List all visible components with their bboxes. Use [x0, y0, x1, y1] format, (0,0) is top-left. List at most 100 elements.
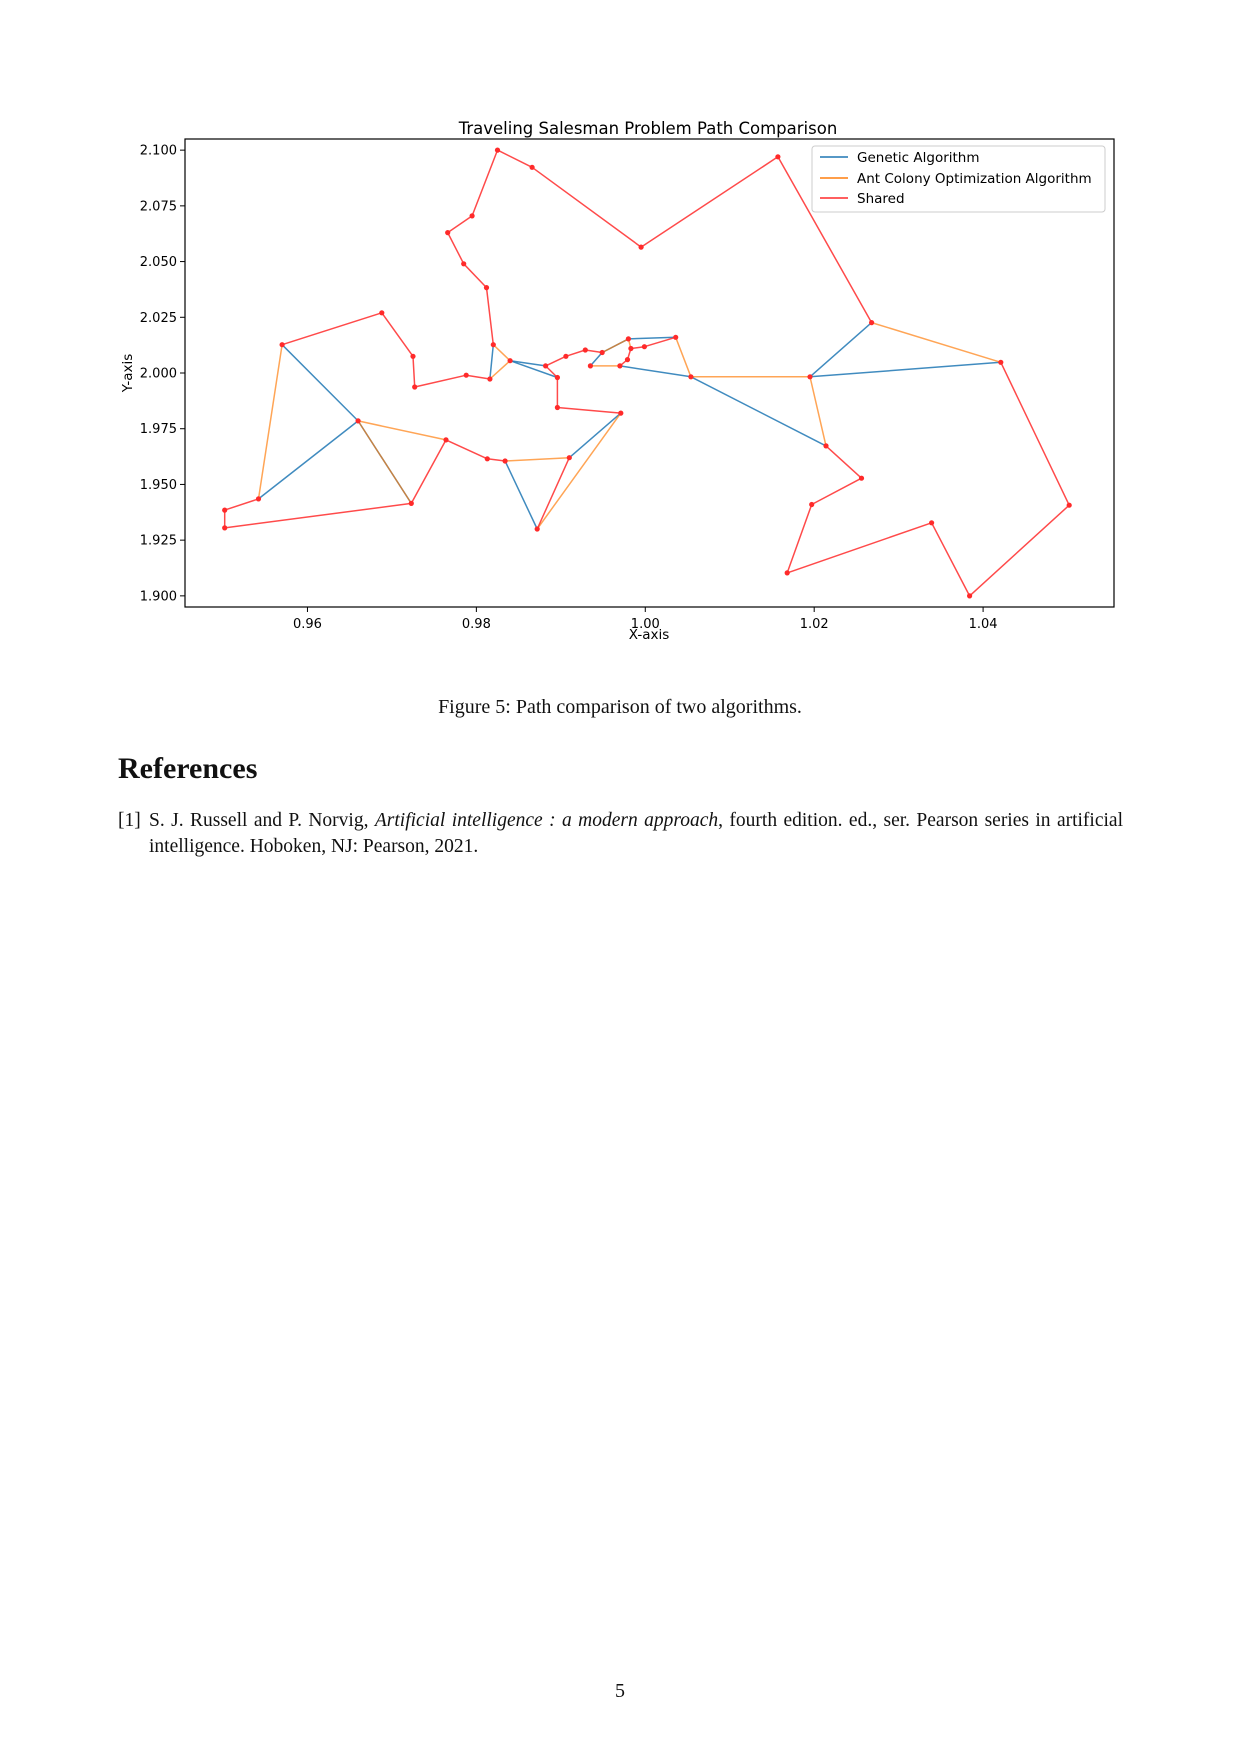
genetic-algorithm-segment — [489, 343, 495, 380]
city-point — [617, 363, 623, 369]
shared-segment — [485, 286, 495, 346]
city-point — [490, 342, 496, 348]
aco-algorithm-segment — [870, 321, 1002, 364]
city-point — [554, 404, 561, 411]
city-point — [483, 285, 490, 291]
city-point — [507, 358, 513, 364]
city-point — [809, 501, 815, 508]
y-tick-label: 2.025 — [140, 311, 177, 326]
reference-number: [1] — [118, 810, 141, 831]
shared-segment — [565, 349, 587, 358]
shared-segment — [413, 374, 467, 388]
x-axis-ticks: 0.96 0.98 1.00 1.02 1.04 — [293, 607, 998, 632]
x-tick-label: 1.04 — [969, 617, 998, 632]
reference-body: S. J. Russell and P. Norvig, Artificial … — [149, 808, 1123, 860]
shared-segment — [412, 355, 416, 388]
reference-title: Artificial intelligence : a modern appro… — [374, 810, 719, 831]
x-tick-label: 1.02 — [800, 617, 829, 632]
y-tick-label: 1.950 — [140, 478, 177, 493]
genetic-algorithm-segment — [809, 321, 873, 378]
city-point — [967, 593, 973, 599]
city-point — [929, 520, 935, 526]
y-axis-ticks: 1.900 1.925 1.950 1.975 2.000 2.025 2.050 2.075… — [140, 144, 185, 604]
shared-segment — [223, 502, 413, 529]
shared-segment — [810, 477, 863, 506]
city-point — [618, 410, 624, 416]
aco-algorithm-segment — [357, 420, 447, 441]
shared-segment — [381, 312, 414, 358]
references-heading: References — [118, 752, 258, 785]
shared-segment — [640, 156, 779, 248]
legend-shared-label: Shared — [857, 191, 905, 207]
x-tick-label: 1.00 — [631, 617, 660, 632]
reference-authors: S. J. Russell and P. Norvig, — [149, 810, 375, 831]
genetic-algorithm-segment — [589, 351, 603, 367]
shared-segment — [968, 504, 1070, 597]
aco-algorithm-segment — [357, 420, 413, 505]
aco-algorithm-segment — [504, 456, 571, 462]
figure-caption: Figure 5: Path comparison of two algorit… — [438, 696, 802, 718]
shared-segment — [446, 231, 465, 265]
city-point — [469, 213, 475, 219]
tsp-path-comparison-figure: Traveling Salesman Problem Path Comparis… — [120, 119, 1115, 643]
x-tick-label: 0.96 — [293, 617, 322, 632]
shared-segment — [536, 456, 571, 530]
x-axis-label: X-axis — [629, 627, 670, 643]
city-point — [379, 310, 385, 316]
shared-segment — [471, 149, 499, 217]
city-point — [628, 345, 634, 352]
aco-algorithm-segment — [601, 338, 630, 354]
city-point — [494, 147, 501, 153]
page-number: 5 — [615, 1680, 625, 1702]
city-point — [222, 525, 228, 531]
shared-segment — [281, 312, 383, 346]
legend-aco-label: Ant Colony Optimization Algorithm — [857, 171, 1092, 187]
plot-area-frame — [184, 138, 1115, 608]
city-point — [279, 342, 285, 348]
genetic-algorithm-segment — [809, 361, 1002, 378]
city-point — [412, 384, 418, 390]
shared-segment — [465, 374, 491, 380]
city-point — [823, 443, 829, 449]
genetic-algorithm-segment — [281, 343, 359, 422]
city-point — [624, 357, 631, 363]
shared-segment — [930, 522, 971, 597]
shared-segment — [777, 156, 873, 324]
shared-segment — [584, 349, 603, 354]
city-point — [582, 347, 588, 353]
shared-segment — [1000, 361, 1070, 506]
genetic-algorithm-segment — [509, 359, 559, 379]
city-point — [599, 349, 605, 356]
aco-algorithm-segment — [257, 343, 283, 500]
genetic-algorithm-segment — [504, 460, 538, 530]
shared-segment — [445, 439, 489, 460]
city-point — [625, 336, 632, 342]
city-point — [1066, 502, 1072, 508]
city-point — [443, 437, 449, 443]
city-point — [775, 154, 781, 160]
aco-algorithm-segment — [809, 376, 827, 447]
city-point — [502, 458, 508, 464]
city-point — [688, 374, 694, 380]
aco-algorithm-segment — [489, 359, 511, 380]
city-point — [638, 244, 644, 250]
city-point — [554, 374, 561, 381]
y-tick-label: 1.900 — [140, 589, 177, 604]
city-point — [998, 359, 1004, 365]
city-point — [566, 455, 572, 461]
shared-segment — [786, 522, 933, 574]
city-point — [222, 507, 228, 513]
aco-algorithm-segment — [536, 412, 622, 530]
shared-segment — [544, 355, 567, 367]
shared-segment — [410, 439, 447, 505]
city-point — [255, 496, 262, 502]
city-point — [807, 374, 813, 380]
shared-segment — [531, 166, 642, 248]
y-tick-label: 2.050 — [140, 255, 177, 270]
genetic-algorithm-segment — [627, 336, 677, 340]
reference-publication: , fourth edition. ed., ser. Pearson seri… — [149, 810, 1123, 857]
y-tick-label: 2.000 — [140, 367, 177, 382]
genetic-algorithm-segment — [509, 359, 547, 367]
shared-segment — [643, 336, 677, 348]
shared-segment — [446, 215, 473, 234]
